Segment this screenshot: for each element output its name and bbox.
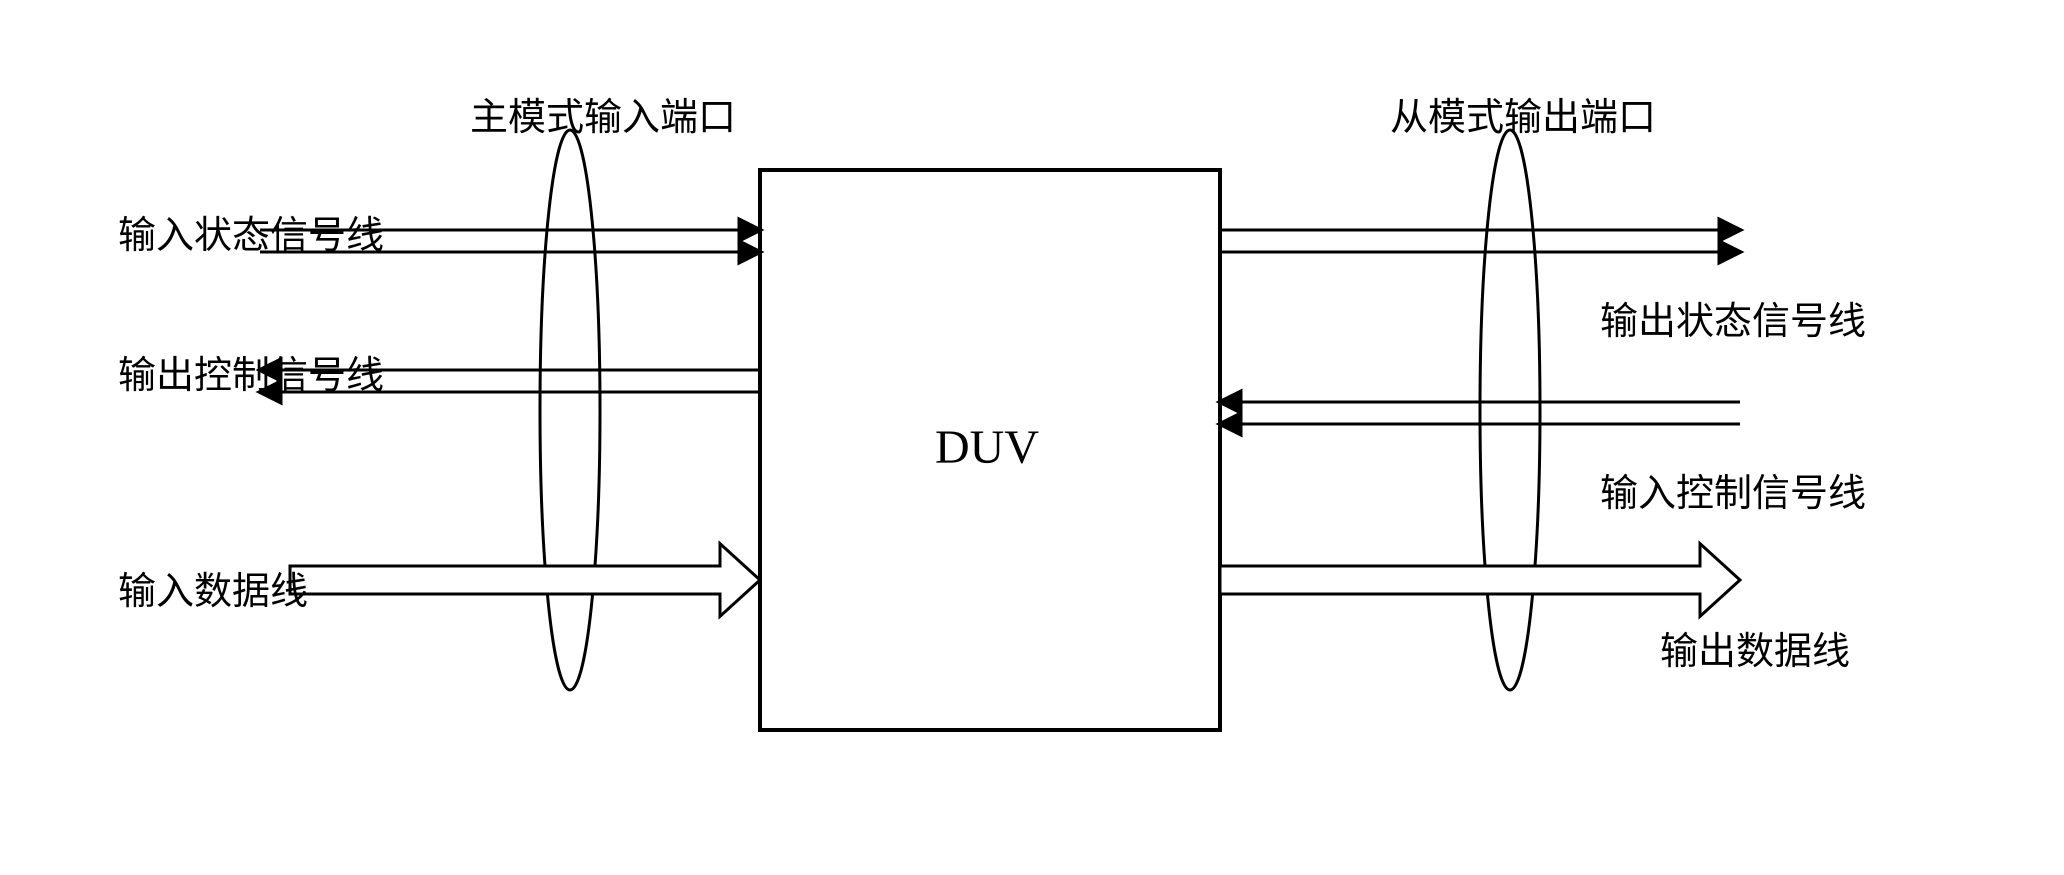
- output-data-label: 输出数据线: [1660, 620, 1850, 675]
- input-status-label: 输入状态信号线: [118, 204, 384, 259]
- input-control-label: 输入控制信号线: [1600, 462, 1866, 517]
- left-port-title: 主模式输入端口: [470, 86, 736, 141]
- duv-block-label: DUV: [935, 420, 1039, 475]
- right-port-title: 从模式输出端口: [1390, 86, 1656, 141]
- output-control-label: 输出控制信号线: [118, 344, 384, 399]
- output-status-label: 输出状态信号线: [1600, 290, 1866, 345]
- input-data-label: 输入数据线: [118, 560, 308, 615]
